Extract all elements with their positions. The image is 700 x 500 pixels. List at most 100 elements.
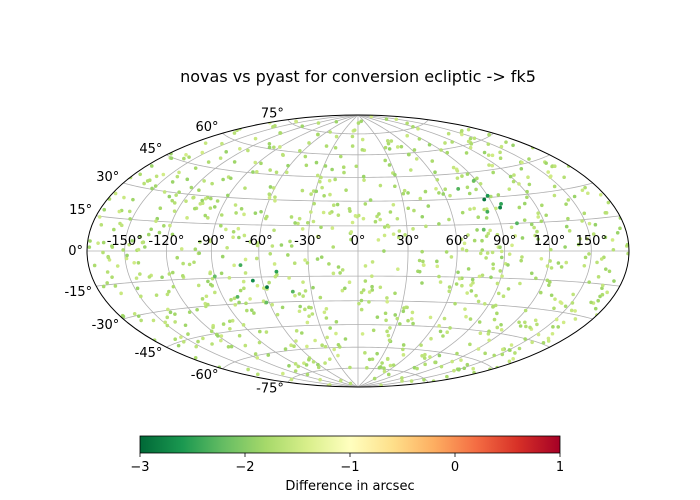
data-point [387,338,392,343]
data-point [409,379,414,383]
data-point [334,331,338,336]
data-point [452,368,456,373]
data-point [255,356,260,360]
data-point [292,261,297,265]
data-point [524,324,528,329]
data-point [450,359,454,364]
data-point [233,203,238,207]
data-point [417,269,422,274]
data-point [383,311,388,316]
data-point [179,247,184,251]
data-point [372,376,377,381]
data-point [330,226,335,230]
data-point [153,184,158,188]
data-point [287,364,291,368]
data-point [257,340,262,345]
data-point [216,334,220,338]
data-point [551,325,555,329]
data-point [488,228,492,233]
data-point [293,221,297,225]
data-point [289,215,294,219]
data-point [300,188,305,193]
data-point [328,192,332,197]
data-point [305,320,310,325]
data-point [401,309,406,314]
data-point [289,343,293,348]
data-point [549,266,554,270]
data-point [324,307,329,311]
data-point [523,320,527,325]
longitude-tick-label: 120° [534,234,565,249]
data-point [231,235,235,240]
data-point [567,229,572,233]
data-point [270,244,275,248]
data-point [498,245,502,250]
data-point [340,288,345,293]
data-point [507,252,512,256]
colorbar-tick-label: 0 [451,460,459,475]
latitude-tick-label: 60° [195,120,218,135]
data-point [367,300,371,304]
data-point [469,289,474,293]
data-point [136,247,141,252]
data-point [170,232,175,237]
data-point [486,332,491,336]
data-point [482,302,487,306]
data-point [566,216,570,221]
data-point [259,209,263,214]
data-point [359,290,364,295]
data-point [318,377,322,382]
data-point [423,352,427,357]
latitude-tick-label: 15° [69,203,92,218]
data-point [341,165,346,169]
data-point [303,154,308,159]
data-point [563,304,568,309]
data-point [284,170,289,175]
data-point [585,237,589,241]
data-point [297,309,302,314]
data-point [174,193,178,197]
data-point [242,212,246,217]
data-point [237,333,242,338]
projection-outline [86,114,630,388]
data-point [266,353,271,357]
data-point [405,133,410,138]
data-point [540,203,544,208]
data-point [287,276,291,280]
data-point [571,292,575,297]
data-point [121,248,125,252]
data-point [219,334,224,338]
data-point [385,299,390,304]
data-point [548,247,553,252]
data-point [435,264,440,269]
data-point [420,214,425,219]
data-point [563,245,567,249]
data-point [370,357,375,361]
data-point [220,254,225,259]
data-point [300,331,304,335]
data-point [198,240,202,244]
data-point [314,160,319,165]
data-point [518,324,523,328]
data-point [395,216,400,221]
data-point [127,209,132,214]
longitude-tick-label: 60° [446,234,469,249]
data-point [185,177,190,182]
data-point [361,216,366,221]
parallel-gridline [287,119,429,135]
data-point [232,160,237,164]
data-point [544,161,548,165]
data-point [480,238,484,243]
data-point [388,363,393,368]
data-point [583,185,587,190]
data-point [241,323,246,327]
data-point [167,194,172,199]
data-point [319,225,323,230]
data-point [359,298,364,303]
data-point [105,281,109,285]
data-point [459,358,463,362]
data-point [507,348,512,352]
data-point [599,257,604,261]
data-point [548,175,553,179]
data-point [466,233,470,237]
